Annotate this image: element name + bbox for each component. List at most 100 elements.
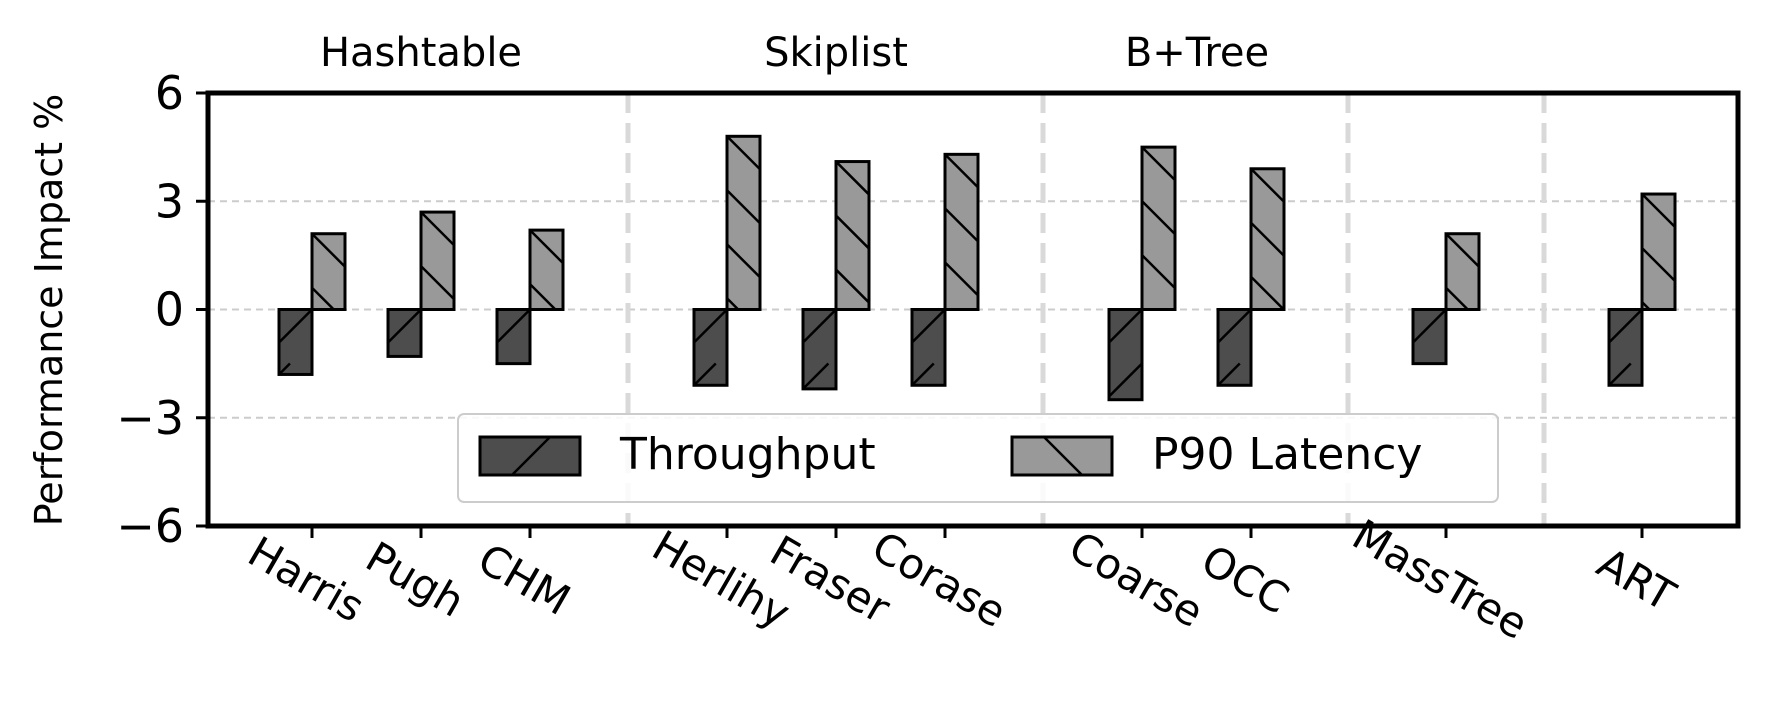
hatch-line bbox=[1641, 193, 1676, 228]
x-tick-label: Harris bbox=[240, 527, 372, 632]
hatch-line bbox=[1108, 308, 1143, 344]
x-tick-label: ART bbox=[1589, 538, 1684, 621]
group-labels: Hashtable Skiplist B+Tree bbox=[320, 30, 1269, 76]
hatch-line bbox=[1608, 362, 1632, 387]
bar-throughput-chm bbox=[495, 308, 532, 366]
hatch-line bbox=[1217, 362, 1241, 387]
hatch-line bbox=[835, 214, 870, 250]
bar-p90-latency-fraser-hatch bbox=[835, 160, 870, 304]
hatch-line bbox=[420, 211, 455, 246]
bar-p90-latency-masstree bbox=[1444, 232, 1481, 312]
hatch-line bbox=[911, 308, 946, 344]
bar-throughput-corase bbox=[910, 308, 947, 387]
hatch-line bbox=[802, 308, 837, 344]
legend-box bbox=[457, 413, 1499, 503]
hatch-line bbox=[311, 286, 335, 311]
hatch-line bbox=[1250, 167, 1285, 203]
y-axis-label: Performance Impact % bbox=[27, 94, 71, 527]
group-label: Skiplist bbox=[764, 30, 908, 76]
hatch-line bbox=[1641, 247, 1676, 282]
bar-throughput-fraser bbox=[801, 308, 838, 391]
hatch-line bbox=[420, 265, 455, 300]
y-tick-label: 6 bbox=[155, 66, 184, 120]
bar-throughput-chm-hatch bbox=[496, 308, 531, 365]
bar-throughput-pugh-hatch bbox=[387, 308, 422, 344]
hatch-line bbox=[1108, 362, 1143, 398]
bar-throughput-harris bbox=[277, 308, 314, 376]
bar-throughput-harris-hatch bbox=[278, 308, 313, 376]
legend-label: P90 Latency bbox=[1152, 429, 1422, 480]
hatch-line bbox=[1608, 308, 1643, 344]
bar-p90-latency-harris-hatch bbox=[311, 232, 346, 311]
hatch-line bbox=[278, 308, 313, 344]
bar-p90-latency-herlihy bbox=[725, 134, 762, 311]
legend-label: Throughput bbox=[619, 429, 876, 480]
bar-throughput-herlihy bbox=[692, 308, 729, 387]
bar-p90-latency-corase-hatch bbox=[944, 153, 979, 297]
bar-throughput-coarse-hatch bbox=[1108, 308, 1143, 398]
bar-throughput-occ bbox=[1216, 308, 1253, 387]
legend-hatch bbox=[511, 436, 551, 476]
hatch-line bbox=[802, 362, 830, 390]
x-tick-label: Herlihy bbox=[644, 521, 798, 638]
hatch-line bbox=[1141, 200, 1176, 236]
hatch-line bbox=[726, 135, 761, 171]
hatch-line bbox=[911, 362, 935, 387]
bar-throughput-art-hatch bbox=[1608, 308, 1643, 387]
legend: Throughput P90 Latency bbox=[457, 413, 1499, 503]
x-tick-label: CHM bbox=[470, 534, 579, 625]
bar-p90-latency-corase bbox=[943, 152, 980, 311]
bar-p90-latency-occ-hatch bbox=[1250, 167, 1285, 311]
hatch-line bbox=[835, 160, 870, 196]
bar-p90-latency-masstree-hatch bbox=[1445, 232, 1480, 311]
hatch-line bbox=[693, 362, 717, 387]
hatch-line bbox=[944, 153, 979, 189]
hatch-line bbox=[496, 308, 531, 344]
group-label: Hashtable bbox=[320, 30, 522, 76]
hatch-line bbox=[1445, 286, 1469, 311]
x-tick-label: Coarse bbox=[1061, 522, 1212, 637]
hatch-line bbox=[1141, 254, 1176, 290]
bar-throughput-corase-hatch bbox=[911, 308, 946, 387]
x-tick-label: OCC bbox=[1193, 535, 1297, 623]
bar-p90-latency-chm-hatch bbox=[529, 229, 564, 311]
bar-throughput-herlihy-hatch bbox=[693, 308, 728, 387]
hatch-line bbox=[1250, 221, 1285, 257]
bars bbox=[277, 134, 1677, 402]
bar-throughput-occ-hatch bbox=[1217, 308, 1252, 387]
bar-throughput-coarse bbox=[1107, 308, 1144, 402]
hatch-line bbox=[1412, 308, 1447, 344]
legend-hatch bbox=[1043, 436, 1083, 476]
hatch-line bbox=[387, 308, 422, 344]
hatch-line bbox=[1250, 275, 1285, 311]
bar-throughput-masstree bbox=[1411, 308, 1448, 366]
hatch-line bbox=[726, 189, 761, 225]
bar-throughput-art bbox=[1607, 308, 1644, 387]
hatch-line bbox=[278, 362, 291, 376]
bar-p90-latency-pugh-hatch bbox=[420, 211, 455, 300]
bar-throughput-pugh bbox=[386, 308, 423, 358]
bar-p90-latency-chm bbox=[528, 228, 565, 311]
y-tick-label: −6 bbox=[116, 499, 184, 553]
bar-p90-latency-art-hatch bbox=[1641, 193, 1676, 311]
x-tick-label: Corase bbox=[864, 522, 1015, 637]
hatch-line bbox=[1445, 232, 1480, 268]
hatch-line bbox=[529, 283, 557, 311]
hatch-line bbox=[835, 268, 870, 304]
hatch-line bbox=[529, 229, 564, 265]
y-tick-label: 3 bbox=[155, 174, 184, 228]
bar-throughput-masstree-hatch bbox=[1412, 308, 1447, 365]
bar-p90-latency-coarse-hatch bbox=[1141, 146, 1176, 311]
y-tick-label: −3 bbox=[116, 391, 184, 445]
y-tick-label: 0 bbox=[155, 283, 184, 337]
x-tick-label: Pugh bbox=[358, 532, 473, 627]
group-label: B+Tree bbox=[1125, 30, 1269, 76]
bar-throughput-fraser-hatch bbox=[802, 308, 837, 390]
bar-p90-latency-herlihy-hatch bbox=[726, 135, 761, 311]
hatch-line bbox=[311, 232, 346, 268]
hatch-line bbox=[944, 261, 979, 297]
hatch-line bbox=[1217, 308, 1252, 344]
bar-p90-latency-harris bbox=[310, 232, 347, 312]
